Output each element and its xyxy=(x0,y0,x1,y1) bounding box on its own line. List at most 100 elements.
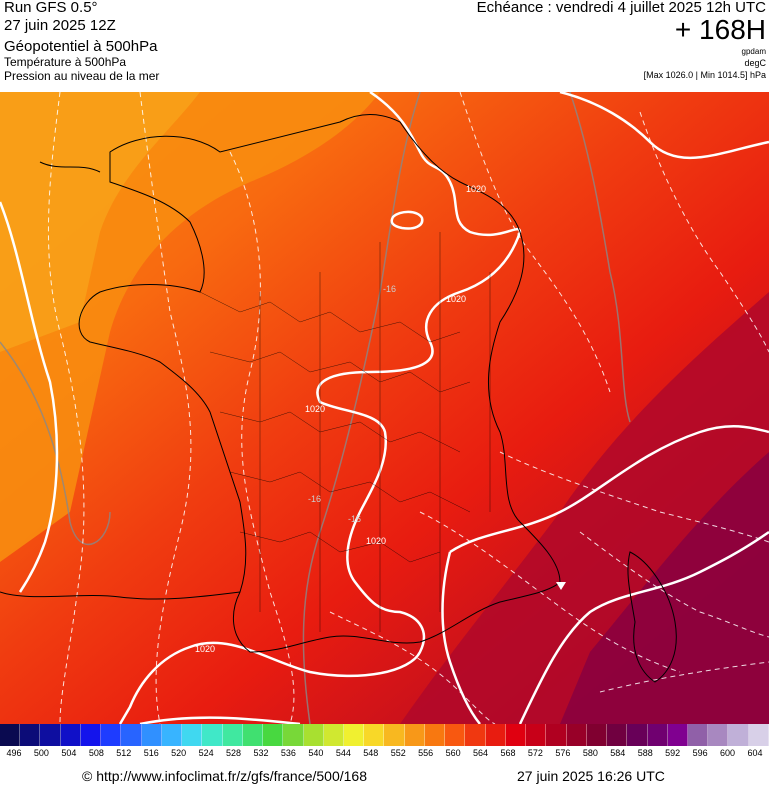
isobar-lines xyxy=(0,90,769,726)
colorbar-swatch xyxy=(283,724,304,746)
colorbar-swatch xyxy=(708,724,729,746)
param-geopotential: Géopotentiel à 500hPa xyxy=(4,38,158,55)
colorbar-swatch xyxy=(182,724,203,746)
validity-time: Echéance : vendredi 4 juillet 2025 12h U… xyxy=(476,0,766,16)
colorbar-tick-label: 540 xyxy=(308,748,324,758)
header-left: Run GFS 0.5° 27 juin 2025 12Z Géopotenti… xyxy=(4,0,159,82)
colorbar-swatch xyxy=(728,724,749,746)
isobar-label: 1020 xyxy=(195,644,215,654)
pressure-min-max: [Max 1026.0 | Min 1014.5] hPa xyxy=(643,70,766,80)
param-pressure: Pression au niveau de la mer xyxy=(4,69,160,83)
unit-degc: degC xyxy=(744,58,766,68)
colorbar-tick-label: 576 xyxy=(555,748,571,758)
colorbar-swatch xyxy=(0,724,21,746)
colorbar-swatch xyxy=(485,724,506,746)
colorbar-swatch xyxy=(242,724,264,746)
colorbar-swatch xyxy=(526,724,547,746)
source-url[interactable]: © http://www.infoclimat.fr/z/gfs/france/… xyxy=(82,768,367,784)
colorbar-swatch xyxy=(586,724,608,746)
colorbar-tick-label: 584 xyxy=(610,748,626,758)
colorbar-swatch xyxy=(60,724,81,746)
colorbar-swatch xyxy=(40,724,61,746)
colorbar-tick-label: 596 xyxy=(692,748,708,758)
colorbar-swatch xyxy=(101,724,122,746)
triangle-icon xyxy=(556,582,566,590)
unit-gpdam: gpdam xyxy=(741,47,766,56)
colorbar-tick-label: 512 xyxy=(116,748,132,758)
colorbar-swatch xyxy=(222,724,243,746)
colorbar-tick-label: 604 xyxy=(747,748,763,758)
colorbar-swatch xyxy=(667,724,688,746)
isobar-label: 1020 xyxy=(305,404,325,414)
colorbar-tick-label: 532 xyxy=(253,748,269,758)
colorbar-swatch xyxy=(424,724,446,746)
model-title: Run GFS 0.5° xyxy=(4,0,98,16)
isobar-label: 1020 xyxy=(446,294,466,304)
colorbar-swatch xyxy=(607,724,628,746)
colorbar-swatch xyxy=(748,724,769,746)
colorbar-swatch xyxy=(566,724,587,746)
colorbar-swatch xyxy=(546,724,567,746)
colorbar-tick-label: 536 xyxy=(280,748,296,758)
colorbar-tick-label: 564 xyxy=(473,748,489,758)
department-borders xyxy=(199,232,491,632)
colorbar-swatch xyxy=(20,724,41,746)
colorbar-tick-label: 520 xyxy=(171,748,187,758)
hot-band-far-se xyxy=(560,452,769,724)
map-canvas: 1020 1020 1020 1020 1020 -16 -16 -16 xyxy=(0,90,769,726)
colorbar-tick-label: 496 xyxy=(6,748,22,758)
colorbar-tick-label: 572 xyxy=(527,748,543,758)
colorbar-tick-label: 592 xyxy=(665,748,681,758)
generated-timestamp: 27 juin 2025 16:26 UTC xyxy=(517,768,665,784)
colorbar-swatch xyxy=(647,724,668,746)
param-temperature: Température à 500hPa xyxy=(4,55,127,69)
isobar-label: 1020 xyxy=(466,184,486,194)
colorbar-swatch xyxy=(505,724,527,746)
warm-band-far-nw xyxy=(0,92,200,352)
colorbar-swatch xyxy=(384,724,405,746)
colorbar xyxy=(0,724,769,746)
colorbar-swatch xyxy=(343,724,365,746)
colorbar-tick-label: 560 xyxy=(445,748,461,758)
lead-time: + 168H xyxy=(674,14,766,45)
colorbar-tick-label: 504 xyxy=(61,748,77,758)
low-marker xyxy=(556,582,566,590)
colorbar-swatch xyxy=(627,724,648,746)
coastline-outline xyxy=(0,114,677,683)
colorbar-swatch xyxy=(465,724,486,746)
temp-label: -16 xyxy=(308,494,321,504)
map-labels: 1020 1020 1020 1020 1020 -16 -16 -16 xyxy=(195,184,486,654)
colorbar-ticks: 496 500 504 508 512 516 520 524 528 532 536 540 544 5… xyxy=(0,748,769,762)
colorbar-swatch xyxy=(303,724,324,746)
colorbar-tick-label: 528 xyxy=(226,748,242,758)
geopotential-lines xyxy=(0,91,631,725)
temp-label: -16 xyxy=(383,284,396,294)
colorbar-swatch xyxy=(161,724,183,746)
colorbar-tick-label: 556 xyxy=(418,748,434,758)
run-date: 27 juin 2025 12Z xyxy=(4,17,116,34)
isobar-label: 1020 xyxy=(366,536,386,546)
colorbar-swatch xyxy=(80,724,102,746)
colorbar-tick-label: 516 xyxy=(143,748,159,758)
colorbar-tick-label: 548 xyxy=(363,748,379,758)
colorbar-tick-label: 600 xyxy=(720,748,736,758)
colorbar-swatch xyxy=(121,724,142,746)
colorbar-swatch xyxy=(202,724,223,746)
colorbar-tick-label: 500 xyxy=(33,748,49,758)
colorbar-tick-label: 588 xyxy=(637,748,653,758)
colorbar-swatch xyxy=(445,724,466,746)
temp-label: -16 xyxy=(348,514,361,524)
colorbar-tick-label: 508 xyxy=(88,748,104,758)
colorbar-swatch xyxy=(323,724,344,746)
header-right: Echéance : vendredi 4 juillet 2025 12h U… xyxy=(477,0,766,80)
colorbar-tick-label: 544 xyxy=(335,748,351,758)
colorbar-swatch xyxy=(687,724,709,746)
colorbar-swatch xyxy=(141,724,162,746)
colorbar-tick-label: 580 xyxy=(582,748,598,758)
colorbar-tick-label: 524 xyxy=(198,748,214,758)
forecast-map[interactable]: 1020 1020 1020 1020 1020 -16 -16 -16 xyxy=(0,90,769,726)
colorbar-tick-label: 552 xyxy=(390,748,406,758)
colorbar-tick-label: 568 xyxy=(500,748,516,758)
colorbar-swatch xyxy=(404,724,425,746)
colorbar-swatch xyxy=(364,724,385,746)
